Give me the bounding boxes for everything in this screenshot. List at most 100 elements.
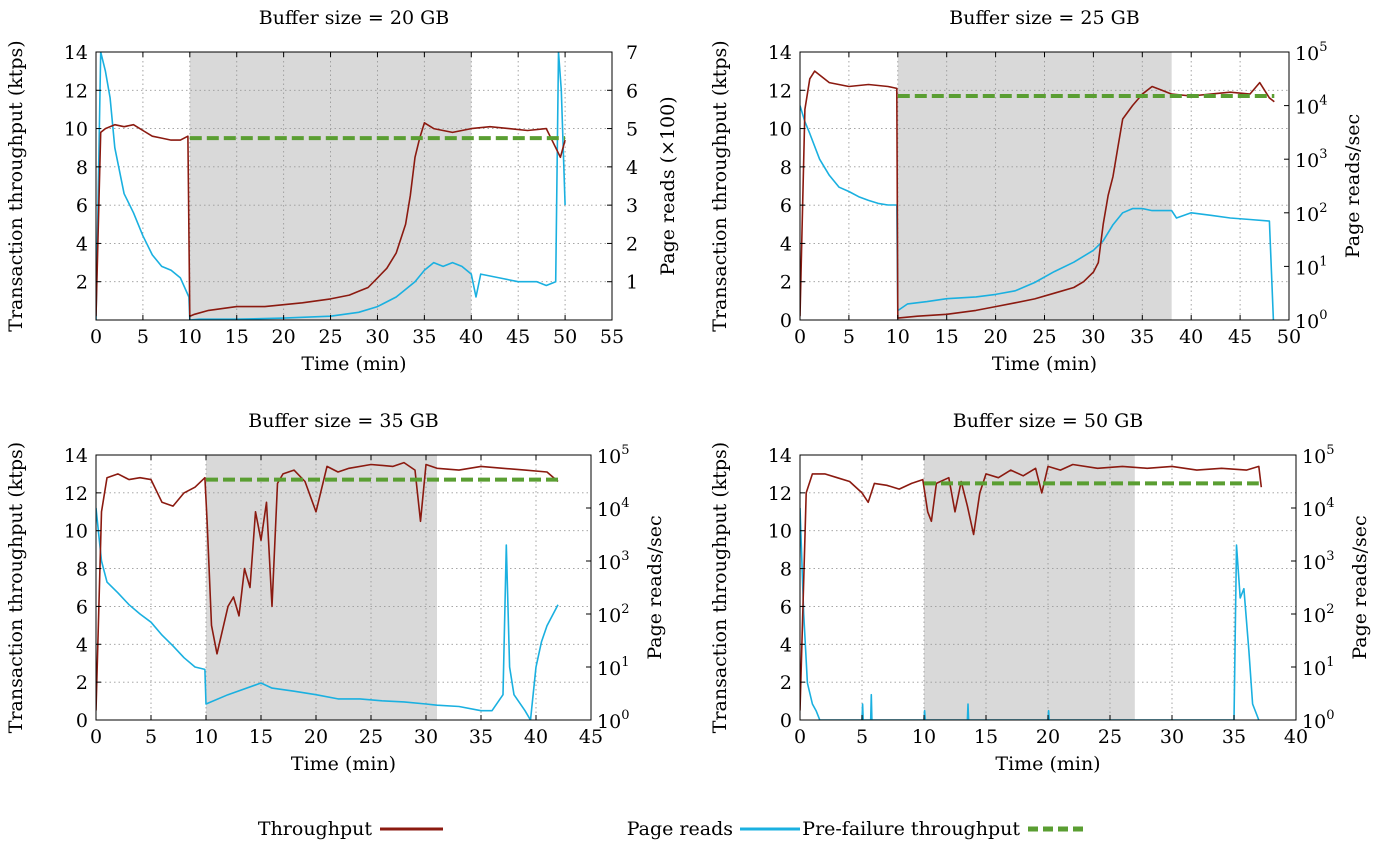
y2-tick-label: 101 xyxy=(597,655,629,680)
y2-tick-exponent: 2 xyxy=(621,602,629,617)
y2-tick-base: 10 xyxy=(1295,204,1319,226)
y2-tick-label: 102 xyxy=(597,602,629,627)
y-tick-label: 14 xyxy=(64,42,88,64)
x-tick-label: 10 xyxy=(178,326,202,348)
figure: 0 5 10 15 20 25 30 35 40 45 50 5524681012141234567B… xyxy=(5,7,1371,775)
y2-tick-exponent: 3 xyxy=(1319,147,1327,162)
x-tick-label: 0 xyxy=(90,726,102,748)
y2-tick-label: 100 xyxy=(1302,708,1334,733)
y2-tick-label: 104 xyxy=(1302,496,1334,521)
series-line-page-reads xyxy=(96,507,559,720)
y2-tick-exponent: 5 xyxy=(1326,443,1334,458)
y2-tick-label: 105 xyxy=(1302,443,1334,468)
y-tick-label: 2 xyxy=(780,272,792,294)
y2-tick-exponent: 0 xyxy=(1319,308,1327,323)
y2-tick-label: 6 xyxy=(626,80,638,102)
y-tick-label: 14 xyxy=(64,445,88,467)
y2-tick-exponent: 4 xyxy=(621,496,629,511)
x-tick-label: 0 xyxy=(794,726,806,748)
y2-tick-base: 10 xyxy=(1302,711,1326,733)
y2-tick-exponent: 2 xyxy=(1326,602,1334,617)
y2-tick-label: 102 xyxy=(1295,201,1327,226)
y2-tick-label: 101 xyxy=(1295,254,1327,279)
y2-tick-label: 3 xyxy=(626,195,638,217)
y2-tick-base: 10 xyxy=(597,446,621,468)
y2-tick-base: 10 xyxy=(597,711,621,733)
x-tick-label: 55 xyxy=(600,326,624,348)
x-tick-label: 20 xyxy=(984,326,1008,348)
y-tick-label: 2 xyxy=(780,672,792,694)
x-tick-label: 5 xyxy=(137,326,149,348)
y2-tick-label: 103 xyxy=(1295,147,1327,172)
y2-tick-exponent: 5 xyxy=(1319,40,1327,55)
x-tick-label: 50 xyxy=(1277,326,1301,348)
y-tick-label: 10 xyxy=(768,119,792,141)
y-tick-label: 8 xyxy=(780,157,792,179)
y2-tick-base: 10 xyxy=(597,552,621,574)
y-tick-label: 4 xyxy=(780,634,792,656)
panel-buffer-20gb: 0 5 10 15 20 25 30 35 40 45 50 5524681012141234567B… xyxy=(5,7,679,375)
y2-tick-base: 10 xyxy=(1302,605,1326,627)
series-line-page-reads xyxy=(96,52,566,320)
y2-tick-label: 105 xyxy=(1295,40,1327,65)
y2-tick-label: 103 xyxy=(1302,549,1334,574)
x-tick-label: 30 xyxy=(1081,326,1105,348)
y-tick-label: 8 xyxy=(780,559,792,581)
y2-tick-label: 1 xyxy=(626,272,638,294)
x-tick-label: 40 xyxy=(1179,326,1203,348)
y2-tick-label: 101 xyxy=(1302,655,1334,680)
x-tick-label: 40 xyxy=(1284,726,1308,748)
y-tick-label: 6 xyxy=(780,596,792,618)
x-tick-label: 10 xyxy=(912,726,936,748)
shaded-region xyxy=(924,455,1135,720)
y2-tick-label: 5 xyxy=(626,119,638,141)
series-line-throughput xyxy=(96,461,559,711)
y2-tick-label: 105 xyxy=(597,443,629,468)
legend: Throughput Page reads Pre-failure throug… xyxy=(258,818,1087,840)
chart-title: Buffer size = 20 GB xyxy=(259,7,450,29)
x-tick-label: 35 xyxy=(412,326,436,348)
x-axis-label: Time (min) xyxy=(301,353,406,375)
y-tick-label: 10 xyxy=(64,521,88,543)
y2-tick-base: 10 xyxy=(1295,311,1319,333)
y2-tick-exponent: 4 xyxy=(1326,496,1334,511)
y2-axis-label: Page reads/sec xyxy=(644,515,666,659)
y2-tick-label: 7 xyxy=(626,42,638,64)
y-axis-label: Transaction throughput (ktps) xyxy=(5,442,27,733)
y-axis-label: Transaction throughput (ktps) xyxy=(709,442,731,733)
x-tick-label: 35 xyxy=(1222,726,1246,748)
panel-buffer-50gb: 0 5 10 15 20 25 30 35 40024681012141001011021031… xyxy=(709,410,1371,775)
y2-tick-label: 104 xyxy=(1295,94,1327,119)
y2-axis-label: Page reads/sec xyxy=(1349,515,1371,659)
y-tick-label: 6 xyxy=(76,195,88,217)
y2-tick-exponent: 0 xyxy=(1326,708,1334,723)
x-tick-label: 20 xyxy=(272,326,296,348)
x-tick-label: 30 xyxy=(365,326,389,348)
x-tick-label: 10 xyxy=(886,326,910,348)
y2-tick-base: 10 xyxy=(1295,150,1319,172)
x-tick-label: 25 xyxy=(1032,326,1056,348)
y-tick-label: 8 xyxy=(76,157,88,179)
y-tick-label: 6 xyxy=(76,596,88,618)
y2-axis-label: Page reads (×100) xyxy=(657,96,679,275)
y2-tick-exponent: 5 xyxy=(621,443,629,458)
x-tick-label: 20 xyxy=(1036,726,1060,748)
y-axis-label: Transaction throughput (ktps) xyxy=(709,40,731,331)
y2-tick-base: 10 xyxy=(1295,97,1319,119)
series-line-throughput xyxy=(800,70,1275,319)
y-tick-label: 0 xyxy=(780,710,792,732)
x-tick-label: 15 xyxy=(225,326,249,348)
shaded-region xyxy=(206,455,437,720)
y2-tick-base: 10 xyxy=(597,658,621,680)
y2-tick-exponent: 4 xyxy=(1319,94,1327,109)
x-tick-label: 25 xyxy=(318,326,342,348)
y2-axis-label: Page reads/sec xyxy=(1342,114,1364,258)
x-tick-label: 40 xyxy=(459,326,483,348)
x-tick-label: 5 xyxy=(843,326,855,348)
y2-tick-exponent: 0 xyxy=(621,708,629,723)
y-tick-label: 8 xyxy=(76,559,88,581)
y-tick-label: 2 xyxy=(76,672,88,694)
y-tick-label: 4 xyxy=(76,634,88,656)
y-tick-label: 10 xyxy=(768,521,792,543)
shaded-region xyxy=(189,52,472,320)
